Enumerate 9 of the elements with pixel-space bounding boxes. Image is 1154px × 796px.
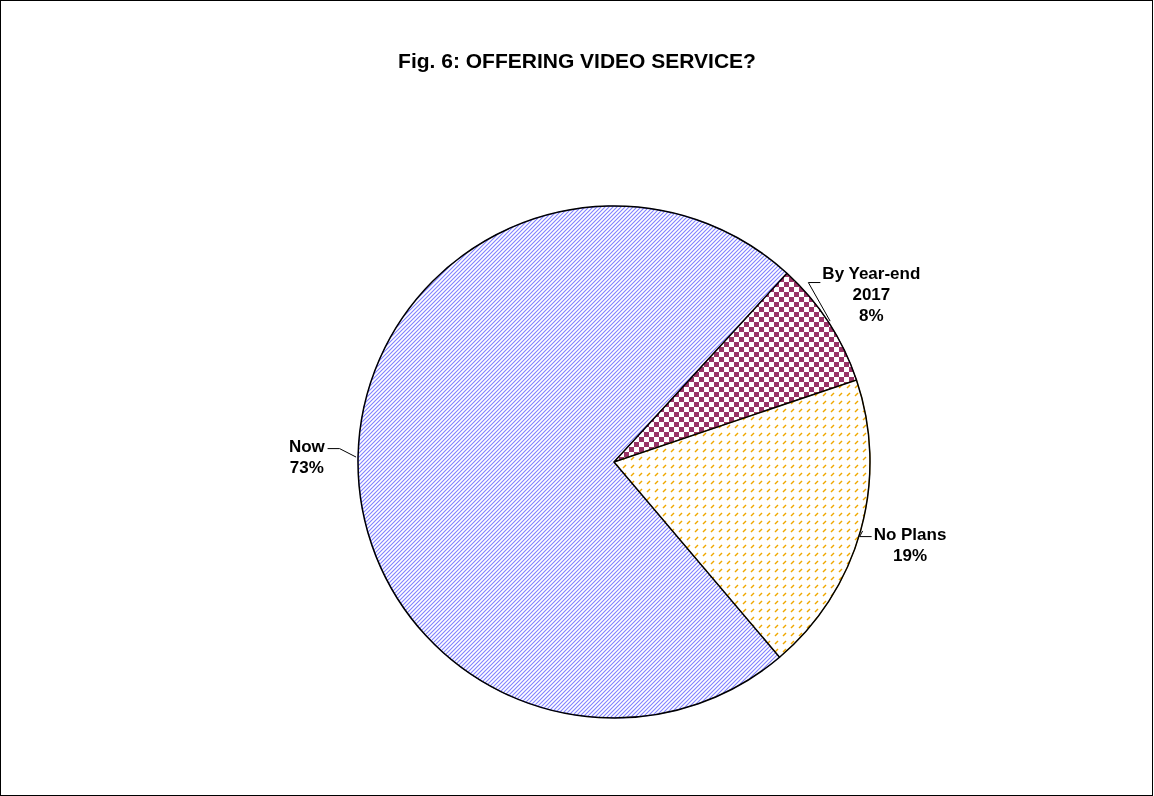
pie-slice xyxy=(357,205,788,719)
data-label: 73% xyxy=(289,457,324,477)
slice-label: By Year-end 2017 xyxy=(822,264,921,305)
slice-label: Now xyxy=(288,436,326,456)
slice-label: No Plans xyxy=(873,524,947,544)
chart-title: Fig. 6: OFFERING VIDEO SERVICE? xyxy=(398,49,756,72)
data-label: 8% xyxy=(859,306,884,326)
data-label: 19% xyxy=(893,545,928,565)
pie-slice xyxy=(613,379,871,658)
